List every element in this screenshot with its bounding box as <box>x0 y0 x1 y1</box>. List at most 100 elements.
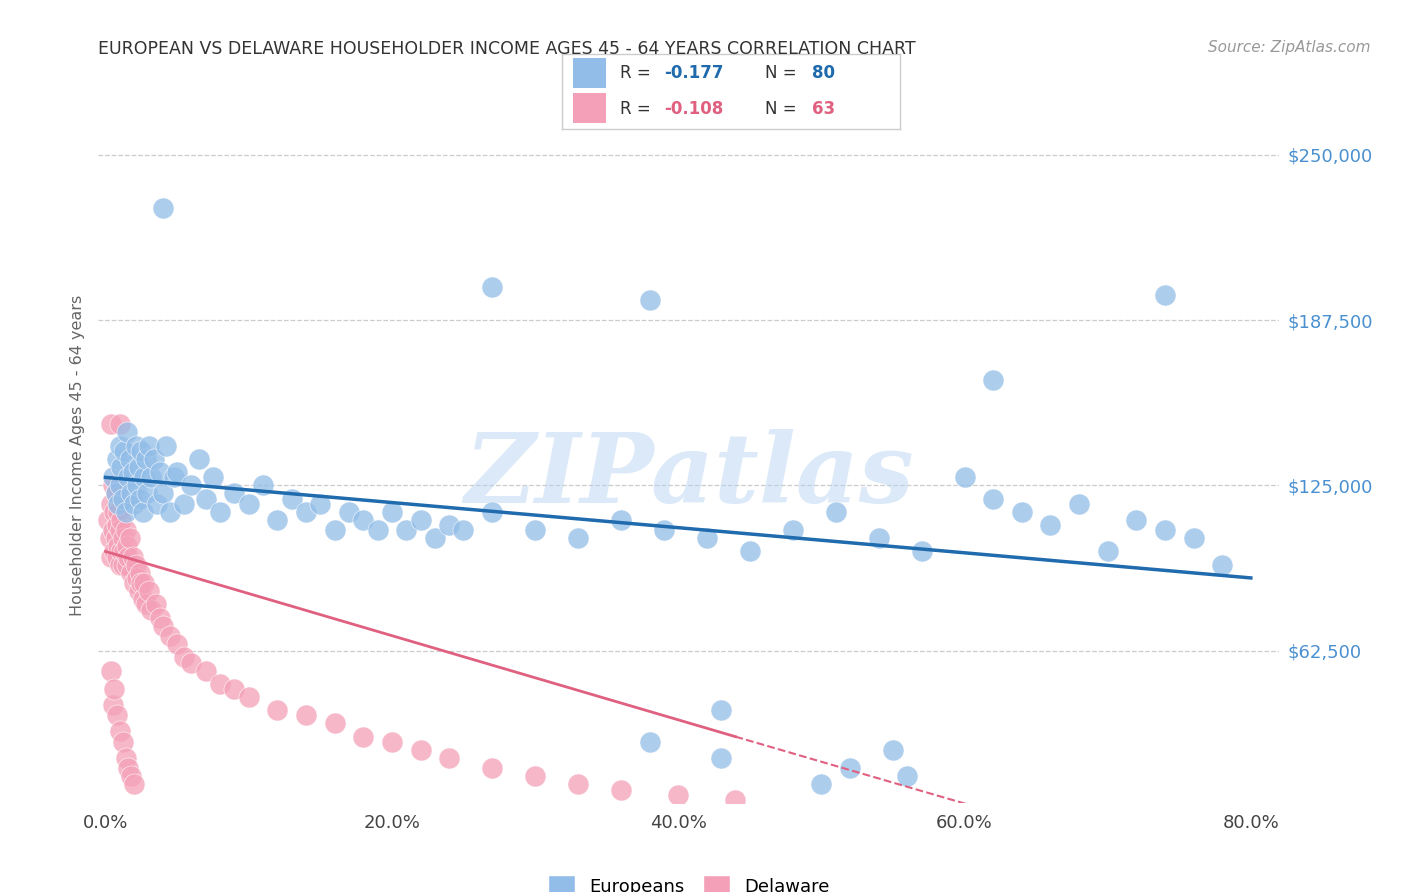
Point <box>395 524 418 538</box>
Point <box>782 524 804 538</box>
Text: R =: R = <box>620 64 655 82</box>
Point <box>143 451 166 466</box>
Point <box>129 566 152 580</box>
Point <box>337 505 360 519</box>
Point <box>381 735 404 749</box>
Point <box>101 470 124 484</box>
Point <box>453 524 475 538</box>
Point <box>194 491 217 506</box>
Point <box>125 478 148 492</box>
Point <box>117 761 139 775</box>
Point <box>134 470 156 484</box>
Point <box>135 598 157 612</box>
Point <box>1182 531 1205 545</box>
Text: R =: R = <box>620 100 655 118</box>
Point <box>132 505 155 519</box>
Point <box>108 558 131 572</box>
Point <box>1067 497 1090 511</box>
Point <box>105 708 128 723</box>
Point <box>124 439 146 453</box>
Point <box>323 524 346 538</box>
Legend: Europeans, Delaware: Europeans, Delaware <box>541 868 837 892</box>
Point <box>141 602 163 616</box>
Point <box>110 459 132 474</box>
Point <box>103 681 125 696</box>
Point <box>323 716 346 731</box>
Point <box>110 513 132 527</box>
Point <box>152 618 174 632</box>
Point <box>104 486 127 500</box>
Point <box>1211 558 1233 572</box>
Point <box>131 444 153 458</box>
Point <box>1039 518 1062 533</box>
Point <box>112 444 135 458</box>
Point <box>114 524 136 538</box>
Point <box>194 664 217 678</box>
Point <box>724 793 747 807</box>
Point <box>121 549 143 564</box>
Point <box>111 491 134 506</box>
Point <box>524 524 547 538</box>
Point <box>111 558 134 572</box>
Point <box>352 513 374 527</box>
Point <box>610 513 633 527</box>
Point <box>266 703 288 717</box>
Point <box>104 531 127 545</box>
FancyBboxPatch shape <box>572 58 606 88</box>
Point <box>280 491 302 506</box>
Point <box>666 788 689 802</box>
Point <box>103 544 125 558</box>
Point <box>481 280 503 294</box>
Point <box>100 497 122 511</box>
Point <box>152 486 174 500</box>
Point <box>437 751 460 765</box>
Point <box>209 505 232 519</box>
Point <box>108 439 131 453</box>
Point <box>1011 505 1033 519</box>
FancyBboxPatch shape <box>572 93 606 123</box>
Point <box>981 372 1004 386</box>
Point <box>159 629 181 643</box>
Point <box>108 524 131 538</box>
Point <box>135 451 157 466</box>
Point <box>481 505 503 519</box>
Point <box>173 650 195 665</box>
Point <box>134 576 156 591</box>
Point <box>122 576 145 591</box>
Point <box>107 505 129 519</box>
Point <box>131 576 153 591</box>
Point <box>868 531 890 545</box>
Point <box>824 505 846 519</box>
Point <box>638 293 661 308</box>
Point <box>201 470 224 484</box>
Point <box>122 777 145 791</box>
Point <box>110 544 132 558</box>
Point <box>112 544 135 558</box>
Point <box>1154 524 1177 538</box>
Point <box>121 465 143 479</box>
Point <box>524 769 547 783</box>
Point <box>896 769 918 783</box>
Point <box>108 478 131 492</box>
Point <box>910 544 932 558</box>
Point <box>101 524 124 538</box>
Text: 63: 63 <box>813 100 835 118</box>
Point <box>953 470 976 484</box>
Point <box>146 497 169 511</box>
Point <box>138 584 160 599</box>
Point <box>180 656 202 670</box>
Point <box>567 531 589 545</box>
Point <box>481 761 503 775</box>
Point <box>710 751 733 765</box>
Point <box>149 465 172 479</box>
Point <box>145 598 167 612</box>
Point <box>224 681 246 696</box>
Point <box>117 470 139 484</box>
Point <box>839 761 862 775</box>
Point <box>115 558 138 572</box>
Point <box>381 505 404 519</box>
Point <box>100 417 122 432</box>
Point <box>1154 288 1177 302</box>
Point <box>103 505 125 519</box>
Point <box>638 735 661 749</box>
